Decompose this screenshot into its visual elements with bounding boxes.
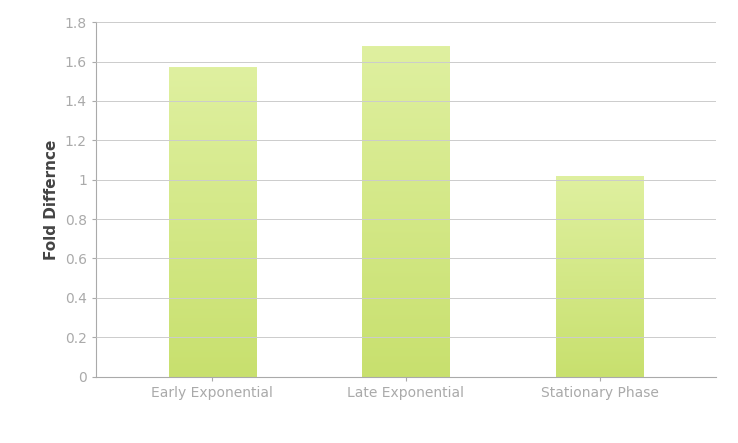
Y-axis label: Fold Differnce: Fold Differnce <box>44 139 59 260</box>
